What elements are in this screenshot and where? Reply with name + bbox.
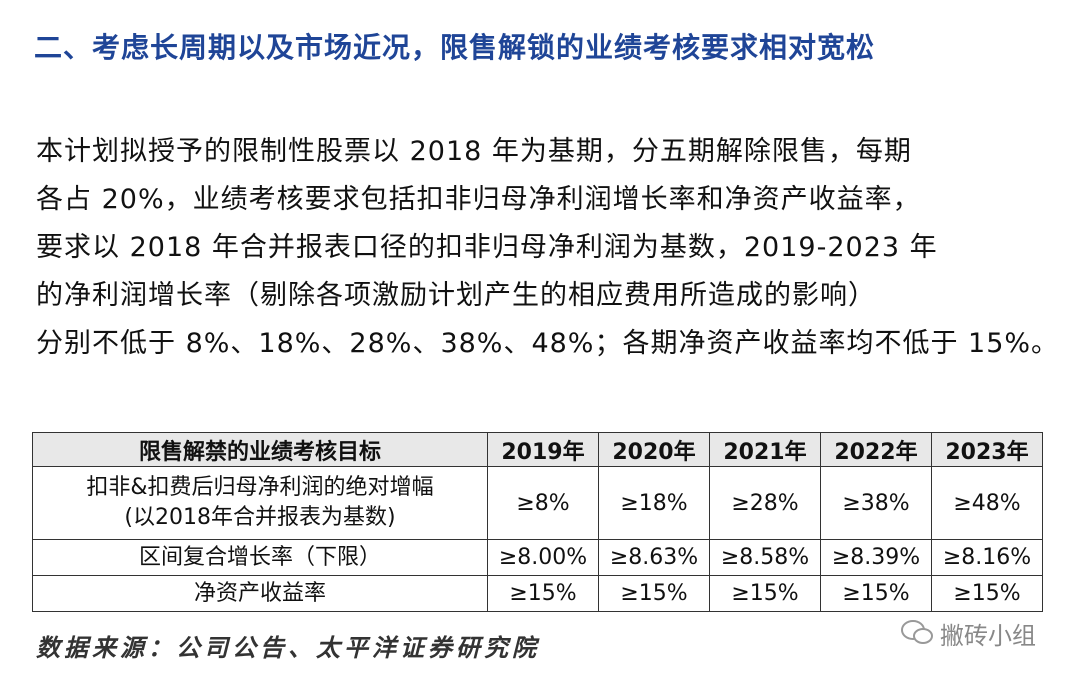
row-label-line: 区间复合增长率（下限） bbox=[138, 544, 381, 570]
header-cell: 限售解禁的业绩考核目标 bbox=[32, 432, 488, 467]
row-label: 区间复合增长率（下限） bbox=[32, 539, 488, 576]
row-label-line: 净资产收益率 bbox=[193, 580, 326, 606]
table-row: 净资产收益率 ≥15% ≥15% ≥15% ≥15% ≥15% bbox=[32, 575, 1043, 612]
value-cell: ≥15% bbox=[931, 575, 1043, 612]
table: 限售解禁的业绩考核目标 2019年 2020年 2021年 2022年 2023年 扣非&扣… bbox=[32, 432, 1043, 612]
header-cell: 2021年 bbox=[709, 432, 821, 467]
value-cell: ≥8% bbox=[487, 466, 599, 540]
value-cell: ≥8.00% bbox=[487, 539, 599, 576]
watermark: 撇砖小组 bbox=[940, 622, 1036, 650]
value-cell: ≥48% bbox=[931, 466, 1043, 540]
value-cell: ≥15% bbox=[709, 575, 821, 612]
value-cell: ≥38% bbox=[820, 466, 932, 540]
row-label: 扣非&扣费后归母净利润的绝对增幅 (以2018年合并报表为基数) bbox=[32, 466, 488, 540]
source: 数据来源：公司公告、太平洋证券研究院 bbox=[36, 634, 540, 662]
table-row: 扣非&扣费后归母净利润的绝对增幅 (以2018年合并报表为基数) ≥8% ≥18% ≥2… bbox=[32, 466, 1043, 540]
heading: 二、考虑长周期以及市场近况，限售解锁的业绩考核要求相对宽松 bbox=[34, 31, 876, 64]
header-cell: 2023年 bbox=[931, 432, 1043, 467]
table-row: 区间复合增长率（下限） ≥8.00% ≥8.63% ≥8.58% ≥8.39% ≥8.16… bbox=[32, 539, 1043, 576]
header-cell: 2019年 bbox=[487, 432, 599, 467]
table-header: 限售解禁的业绩考核目标 2019年 2020年 2021年 2022年 2023年 bbox=[32, 432, 1043, 467]
paragraph-line: 的净利润增长率（剔除各项激励计划产生的相应费用所造成的影响） bbox=[36, 280, 876, 311]
paragraph-line: 各占 20%，业绩考核要求包括扣非归母净利润增长率和净资产收益率， bbox=[36, 184, 921, 215]
paragraph-line: 要求以 2018 年合并报表口径的扣非归母净利润为基数，2019-2023 年 bbox=[36, 232, 938, 263]
watermark-icon bbox=[901, 620, 933, 644]
value-cell: ≥8.58% bbox=[709, 539, 821, 576]
value-cell: ≥15% bbox=[598, 575, 710, 612]
paragraph-line: 本计划拟授予的限制性股票以 2018 年为基期，分五期解除限售，每期 bbox=[36, 136, 912, 167]
value-cell: ≥8.16% bbox=[931, 539, 1043, 576]
value-cell: ≥15% bbox=[487, 575, 599, 612]
value-cell: ≥28% bbox=[709, 466, 821, 540]
paragraph: 本计划拟授予的限制性股票以 2018 年为基期，分五期解除限售，每期 各占 20%… bbox=[36, 128, 1060, 368]
paragraph-line: 分别不低于 8%、18%、28%、38%、48%；各期净资产收益率均不低于 15… bbox=[36, 328, 1060, 359]
value-cell: ≥18% bbox=[598, 466, 710, 540]
row-label: 净资产收益率 bbox=[32, 575, 488, 612]
value-cell: ≥8.63% bbox=[598, 539, 710, 576]
header-cell: 2020年 bbox=[598, 432, 710, 467]
value-cell: ≥8.39% bbox=[820, 539, 932, 576]
header-cell: 2022年 bbox=[820, 432, 932, 467]
row-label-line: 扣非&扣费后归母净利润的绝对增幅 bbox=[86, 475, 434, 500]
value-cell: ≥15% bbox=[820, 575, 932, 612]
row-label-line: (以2018年合并报表为基数) bbox=[124, 505, 396, 530]
table-body: 扣非&扣费后归母净利润的绝对增幅 (以2018年合并报表为基数) ≥8% ≥18% ≥2… bbox=[32, 466, 1043, 612]
